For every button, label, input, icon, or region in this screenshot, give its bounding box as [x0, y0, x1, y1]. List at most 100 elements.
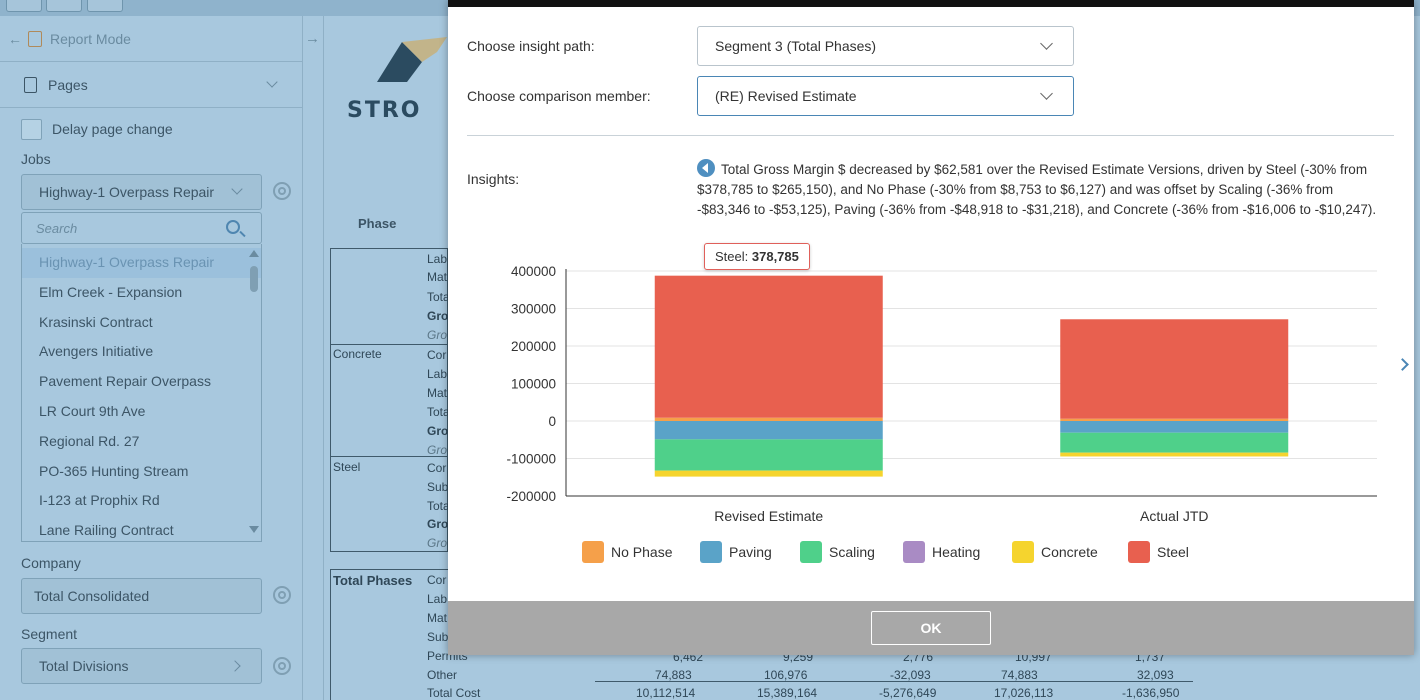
- report-mode-icon: [28, 30, 42, 47]
- group-label: Concrete: [333, 347, 382, 361]
- list-item[interactable]: I-123 at Prophix Rd: [39, 492, 160, 509]
- x-tick-label: Revised Estimate: [714, 508, 823, 524]
- chart-bar-concrete: [1060, 452, 1289, 457]
- table-cell: -32,093: [890, 668, 931, 682]
- search-input[interactable]: Search: [21, 212, 262, 244]
- table-cell: 10,112,514: [636, 686, 696, 700]
- row-label: Tota: [427, 290, 450, 304]
- report-mode-row[interactable]: ← Report Mode: [0, 16, 303, 62]
- search-placeholder: Search: [36, 220, 78, 236]
- list-scrollbar[interactable]: [250, 266, 258, 292]
- list-item[interactable]: Regional Rd. 27: [39, 432, 140, 449]
- row-label: Cor: [427, 348, 447, 362]
- chart-bar-steel: [654, 275, 883, 418]
- legend-swatch: [1128, 541, 1150, 563]
- table-cell: 32,093: [1137, 668, 1174, 682]
- list-item[interactable]: Avengers Initiative: [39, 343, 154, 360]
- speaker-icon[interactable]: [697, 159, 715, 177]
- jobs-label: Jobs: [21, 151, 51, 167]
- chevron-down-icon: [1040, 87, 1053, 100]
- row-label: Total Cost: [427, 686, 481, 700]
- chart-svg: -200000 -100000 0 100000 200000 300000 400000 R…: [506, 264, 1377, 563]
- table-cell: 74,883: [655, 668, 692, 682]
- list-item[interactable]: Elm Creek - Expansion: [39, 283, 183, 300]
- row-label: Gro: [427, 536, 448, 550]
- list-item[interactable]: Lane Railing Contract: [39, 522, 174, 539]
- list-item[interactable]: Pavement Repair Overpass: [39, 373, 211, 390]
- phase-header: Phase: [358, 216, 397, 231]
- segment-label: Segment: [21, 626, 78, 642]
- comparison-member-value: (RE) Revised Estimate: [715, 88, 857, 104]
- y-tick-label: -200000: [506, 489, 556, 504]
- list-item[interactable]: LR Court 9th Ave: [39, 402, 146, 419]
- gear-icon[interactable]: [273, 657, 291, 675]
- report-mode-label: Report Mode: [50, 30, 131, 47]
- company-value: Total Consolidated: [34, 588, 150, 604]
- insights-label: Insights:: [467, 171, 520, 187]
- table-cell: -1,636,950: [1122, 686, 1180, 700]
- insights-text: Total Gross Margin $ decreased by $62,58…: [697, 162, 1377, 217]
- toolbar-button[interactable]: [6, 0, 42, 12]
- row-label: Other: [427, 668, 458, 682]
- chevron-down-icon: [1040, 37, 1053, 50]
- chevron-down-icon[interactable]: [266, 76, 278, 88]
- chart-bar-paving: [1060, 421, 1289, 433]
- table-cell: 17,026,113: [994, 686, 1054, 700]
- row-label: Lab: [427, 592, 448, 606]
- row-label: Cor: [427, 573, 447, 587]
- insight-path-select[interactable]: Segment 3 (Total Phases): [697, 26, 1074, 66]
- chart-bar-paving: [654, 421, 883, 440]
- chart-bar-scaling: [1060, 432, 1289, 453]
- y-tick-label: 100000: [511, 377, 556, 392]
- legend-label: Scaling: [829, 544, 875, 560]
- insight-path-value: Segment 3 (Total Phases): [715, 38, 877, 54]
- chart-bar-concrete: [654, 470, 883, 477]
- list-item[interactable]: Krasinski Contract: [39, 313, 153, 330]
- toolbar-button[interactable]: [87, 0, 123, 12]
- row-label: Gro: [427, 443, 448, 457]
- arrow-right-icon[interactable]: →: [305, 30, 320, 47]
- ok-button[interactable]: OK: [871, 611, 991, 645]
- sidebar-expander[interactable]: →: [303, 16, 324, 700]
- segment-select[interactable]: Total Divisions: [21, 648, 262, 684]
- row-label: Mat: [427, 386, 448, 400]
- row-label: Tota: [427, 405, 450, 419]
- pages-row[interactable]: Pages: [0, 62, 303, 108]
- chart-bar-no-phase: [654, 417, 883, 421]
- delay-checkbox[interactable]: [21, 119, 42, 140]
- back-arrow-icon[interactable]: ←: [8, 30, 22, 47]
- chart-tooltip: Steel: 378,785: [704, 243, 810, 270]
- comparison-member-select[interactable]: (RE) Revised Estimate: [697, 76, 1074, 116]
- row-label: Sub: [427, 480, 449, 494]
- pages-label: Pages: [48, 76, 88, 93]
- gear-icon[interactable]: [273, 586, 291, 604]
- company-select[interactable]: Total Consolidated: [21, 578, 262, 614]
- jobs-select-value: Highway-1 Overpass Repair: [39, 184, 215, 200]
- scroll-down-icon[interactable]: [249, 526, 259, 533]
- search-icon-handle: [239, 230, 246, 238]
- row-label: Cor: [427, 461, 447, 475]
- insights-chart: -200000 -100000 0 100000 200000 300000 400000 R…: [488, 240, 1388, 580]
- row-label: Mat: [427, 611, 448, 625]
- pages-icon: [24, 76, 37, 93]
- legend-label: Heating: [932, 544, 980, 560]
- row-label: Gro: [427, 517, 449, 531]
- list-item[interactable]: Highway-1 Overpass Repair: [22, 248, 261, 278]
- table-cell: -5,276,649: [879, 686, 937, 700]
- insights-text-block: Total Gross Margin $ decreased by $62,58…: [697, 159, 1377, 220]
- jobs-select[interactable]: Highway-1 Overpass Repair: [21, 174, 262, 210]
- dialog-footer: OK: [448, 601, 1414, 655]
- gear-icon[interactable]: [273, 182, 291, 200]
- legend-label: Concrete: [1041, 544, 1098, 560]
- list-item[interactable]: PO-365 Hunting Stream: [39, 462, 189, 479]
- dialog-titlebar: [448, 0, 1414, 7]
- toolbar-button[interactable]: [46, 0, 82, 12]
- group-label: Total Phases: [333, 573, 413, 588]
- chart-bar-steel: [1060, 319, 1289, 419]
- delay-label: Delay page change: [52, 121, 173, 137]
- row-label: Gro: [427, 328, 448, 342]
- scroll-up-icon[interactable]: [249, 250, 259, 257]
- segment-value: Total Divisions: [39, 658, 129, 674]
- y-tick-label: 0: [548, 414, 556, 429]
- search-icon[interactable]: [226, 220, 240, 234]
